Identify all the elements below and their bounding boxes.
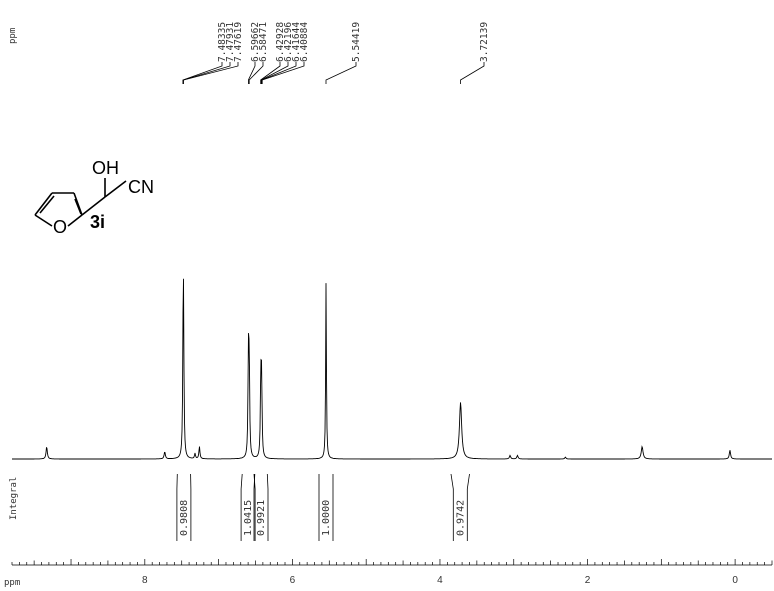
integral-value: 1.0415 — [243, 500, 254, 536]
integral-value: 1.0000 — [321, 500, 332, 536]
peak-label-leader — [183, 62, 239, 84]
peak-label-leader — [260, 62, 289, 84]
integrals: 0.9808 1.0415 0.9921 1.0000 0.9742 — [176, 473, 470, 541]
x-tick-label: 4 — [437, 575, 443, 586]
ppm-label-top: ppm — [8, 28, 18, 44]
integral-bracket — [176, 473, 192, 541]
peak-label: 6.42928 — [275, 22, 286, 62]
ppm-label-bottom: ppm — [4, 578, 20, 588]
peak-label-leader — [460, 62, 485, 84]
integral-bracket — [450, 473, 470, 541]
peak-label-leader — [325, 62, 357, 84]
peak-label: 7.47619 — [233, 22, 244, 62]
peak-label: 3.72139 — [479, 22, 490, 62]
bond — [39, 195, 55, 214]
peak-label: 7.47931 — [225, 22, 236, 62]
bond — [34, 192, 53, 216]
peak-label-leader — [247, 62, 256, 84]
x-tick-label: 0 — [732, 575, 738, 586]
integral-axis-label: Integral — [9, 477, 19, 520]
peak-label: 6.58471 — [258, 22, 269, 62]
ring-o-label: O — [53, 217, 67, 237]
oh-label: OH — [92, 158, 119, 178]
compound-label: 3i — [90, 212, 105, 232]
integral-value: 0.9808 — [179, 500, 190, 536]
integral-value: 0.9921 — [256, 500, 267, 536]
bond — [104, 180, 127, 198]
x-tick-label: 8 — [142, 575, 148, 586]
peak-label-leader — [260, 62, 281, 84]
peak-label-leader — [261, 62, 297, 84]
peak-label-leader — [182, 62, 231, 84]
bond — [81, 196, 106, 216]
bond — [67, 214, 83, 227]
peak-label-leader — [182, 62, 223, 84]
bond — [34, 214, 53, 227]
peak-label: 7.48335 — [217, 22, 228, 62]
integral-bracket — [253, 473, 269, 541]
bond — [74, 198, 82, 215]
peak-label-leader — [248, 62, 264, 84]
peak-label: 5.54419 — [351, 22, 362, 62]
peak-label: 6.42196 — [283, 22, 294, 62]
x-tick-label: 6 — [290, 575, 296, 586]
integral-value: 0.9742 — [455, 500, 466, 536]
peak-label: 6.59662 — [250, 22, 261, 62]
x-tick-label: 2 — [585, 575, 591, 586]
peak-label: 6.41644 — [291, 22, 302, 62]
cn-label: CN — [128, 177, 154, 197]
chemical-structure — [34, 178, 127, 227]
integral-bracket — [318, 474, 334, 541]
x-axis: 8 6 4 2 0 — [11, 559, 773, 586]
peak-label: 6.40884 — [299, 22, 310, 62]
spectrum-trace — [12, 278, 772, 460]
peak-label-leader — [261, 62, 305, 84]
